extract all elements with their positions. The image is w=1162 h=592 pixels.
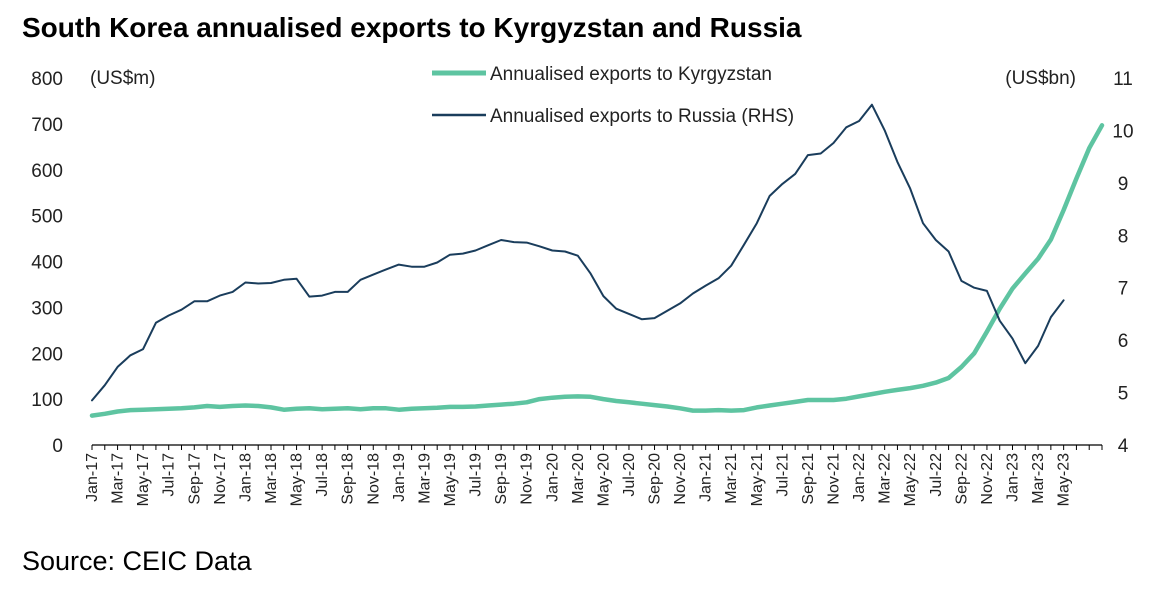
x-axis-tick-label: Jan-20 bbox=[544, 453, 561, 502]
left-axis-tick-label: 300 bbox=[31, 298, 63, 319]
x-axis-tick-label: May-19 bbox=[442, 453, 459, 506]
x-axis-tick-label: Jul-18 bbox=[314, 453, 331, 497]
series-line-russia bbox=[91, 103, 1065, 402]
right-axis-unit: (US$bn) bbox=[1005, 68, 1076, 89]
x-axis-tick-label: Nov-22 bbox=[979, 453, 996, 505]
x-axis-tick-label: Jul-21 bbox=[774, 453, 791, 497]
x-axis-tick-label: Mar-17 bbox=[110, 453, 127, 504]
left-axis-ticks: 0 100 200 300 400 500 600 700 800 bbox=[31, 69, 63, 457]
x-axis-tick-label: Jul-22 bbox=[928, 453, 945, 497]
right-axis-tick-label: 8 bbox=[1118, 226, 1129, 247]
legend-label-kyrgyzstan: Annualised exports to Kyrgyzstan bbox=[490, 64, 772, 85]
x-axis-tick-label: May-23 bbox=[1056, 453, 1073, 506]
x-axis-tick-label: Mar-19 bbox=[416, 453, 433, 504]
x-axis-tick-label: May-18 bbox=[289, 453, 306, 506]
source-note: Source: CEIC Data bbox=[22, 546, 252, 576]
right-axis-tick-label: 10 bbox=[1112, 121, 1133, 142]
legend: Annualised exports to Kyrgyzstan Annuali… bbox=[432, 64, 794, 127]
x-axis-tick-label: Nov-21 bbox=[826, 453, 843, 505]
x-axis: Jan-17 Mar-17 May-17 Jul-17 Sep-17 Nov-17 Jan-… bbox=[84, 444, 1103, 506]
x-axis-tick-label: Jan-22 bbox=[851, 453, 868, 502]
x-axis-tick-label: May-20 bbox=[595, 453, 612, 506]
x-axis-tick-label: Sep-22 bbox=[953, 453, 970, 505]
x-axis-tick-label: Sep-21 bbox=[800, 453, 817, 505]
chart-title: South Korea annualised exports to Kyrgyz… bbox=[22, 12, 802, 43]
right-axis-tick-label: 11 bbox=[1113, 69, 1133, 90]
x-axis-tick-label: Mar-22 bbox=[877, 453, 894, 504]
left-axis-tick-label: 0 bbox=[52, 436, 63, 457]
x-axis-tick-label: May-21 bbox=[749, 453, 766, 506]
legend-label-russia: Annualised exports to Russia (RHS) bbox=[490, 106, 794, 127]
right-axis-tick-label: 5 bbox=[1118, 384, 1129, 405]
right-axis-tick-label: 9 bbox=[1118, 174, 1129, 195]
x-axis-tick-label: Jan-19 bbox=[391, 453, 408, 502]
x-axis-tick-label: Jul-19 bbox=[468, 453, 485, 497]
x-axis-tick-label: Nov-18 bbox=[365, 453, 382, 505]
x-axis-tick-label: Mar-20 bbox=[570, 453, 587, 504]
series-layer bbox=[89, 103, 1105, 418]
left-axis-unit: (US$m) bbox=[90, 68, 155, 89]
right-axis-ticks: 4 5 6 7 8 9 10 11 bbox=[1112, 69, 1133, 457]
left-axis-tick-label: 200 bbox=[31, 344, 63, 365]
x-axis-tick-label: Jul-20 bbox=[621, 453, 638, 497]
x-axis-tick-label: Sep-17 bbox=[186, 453, 203, 505]
x-axis-tick-label: Jan-21 bbox=[698, 453, 715, 502]
right-axis-tick-label: 6 bbox=[1118, 331, 1129, 352]
left-axis-tick-label: 700 bbox=[31, 115, 63, 136]
left-axis-tick-label: 600 bbox=[31, 161, 63, 182]
x-axis-tick-label: Mar-21 bbox=[723, 453, 740, 504]
x-axis-tick-label: May-22 bbox=[902, 453, 919, 506]
left-axis-tick-label: 500 bbox=[31, 207, 63, 228]
x-axis-tick-label: Jul-17 bbox=[161, 453, 178, 497]
x-axis-tick-label: Jan-23 bbox=[1005, 453, 1022, 502]
x-axis-tick-label: Jan-17 bbox=[84, 453, 101, 502]
x-axis-tick-label: Sep-18 bbox=[340, 453, 357, 505]
x-axis-tick-label: Nov-19 bbox=[519, 453, 536, 505]
left-axis-tick-label: 100 bbox=[31, 390, 63, 411]
right-axis-tick-label: 4 bbox=[1118, 436, 1129, 457]
x-axis-tick-label: Nov-20 bbox=[672, 453, 689, 505]
x-axis-tick-label: May-17 bbox=[135, 453, 152, 506]
x-axis-tick-label: Sep-20 bbox=[647, 453, 664, 505]
x-axis-tick-label: Mar-23 bbox=[1030, 453, 1047, 504]
left-axis-tick-label: 400 bbox=[31, 253, 63, 274]
x-axis-tick-label: Mar-18 bbox=[263, 453, 280, 504]
series-line-kyrgyzstan bbox=[89, 123, 1105, 418]
x-axis-tick-label: Nov-17 bbox=[212, 453, 229, 505]
x-axis-tick-label: Sep-19 bbox=[493, 453, 510, 505]
right-axis-tick-label: 7 bbox=[1118, 279, 1129, 300]
left-axis-tick-label: 800 bbox=[31, 69, 63, 90]
x-axis-tick-label: Jan-18 bbox=[237, 453, 254, 502]
